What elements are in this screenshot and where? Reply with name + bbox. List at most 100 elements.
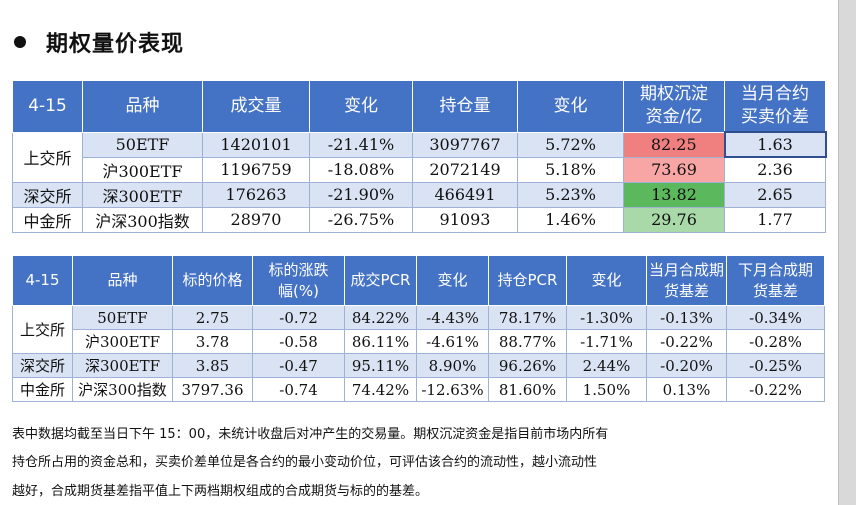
spread-cell: 2.36 <box>724 156 826 183</box>
header-open-interest: 持仓量 <box>412 80 518 133</box>
table-header-row: 4-15 品种 成交量 变化 持仓量 变化 期权沉淀 资金/亿 当月合约 买卖价… <box>12 80 826 133</box>
exchange-cell: 上交所 <box>12 131 83 183</box>
capital-cell: 29.76 <box>623 206 725 233</box>
header-volume-pcr-change: 变化 <box>416 255 489 306</box>
header-volume-pcr: 成交PCR <box>344 255 417 306</box>
table-row: 中金所 沪深300指数 28970 -26.75% 91093 1.46% 29… <box>12 206 826 233</box>
oi-pcr-change-cell: 1.50% <box>566 377 647 402</box>
header-spread: 当月合约 买卖价差 <box>724 80 826 133</box>
header-date: 4-15 <box>12 255 73 306</box>
spread-cell: 2.65 <box>724 181 826 208</box>
capital-cell: 73.69 <box>623 156 725 183</box>
basis-next-cell: -0.28% <box>726 329 825 354</box>
oi-pcr-cell: 81.60% <box>488 377 567 402</box>
exchange-cell: 中金所 <box>12 206 83 233</box>
volume-pcr-change-cell: -4.61% <box>416 329 489 354</box>
volume-pcr-cell: 74.42% <box>344 377 417 402</box>
price-cell: 3.85 <box>172 353 253 378</box>
oi-pcr-change-cell: -1.71% <box>566 329 647 354</box>
header-basis-current: 当月合成期 货基差 <box>646 255 727 306</box>
price-cell: 3797.36 <box>172 377 253 402</box>
header-volume: 成交量 <box>202 80 310 133</box>
price-cell: 3.78 <box>172 329 253 354</box>
options-volume-table: 4-15 品种 成交量 变化 持仓量 变化 期权沉淀 资金/亿 当月合约 买卖价… <box>12 80 827 233</box>
header-oi-pcr-change: 变化 <box>566 255 647 306</box>
oi-cell: 466491 <box>412 181 518 208</box>
oi-cell: 91093 <box>412 206 518 233</box>
oi-pcr-change-cell: -1.30% <box>566 305 647 330</box>
volume-change-cell: -21.41% <box>309 131 413 158</box>
volume-cell: 28970 <box>202 206 310 233</box>
product-cell: 深300ETF <box>72 353 173 378</box>
table-row: 深交所 深300ETF 3.85 -0.47 95.11% 8.90% 96.2… <box>12 353 825 378</box>
oi-change-cell: 5.72% <box>517 131 624 158</box>
header-volume-change: 变化 <box>309 80 413 133</box>
volume-change-cell: -21.90% <box>309 181 413 208</box>
table-row: 沪300ETF 3.78 -0.58 86.11% -4.61% 88.77% … <box>13 329 825 354</box>
pct-cell: -0.72 <box>252 305 345 330</box>
basis-next-cell: -0.34% <box>726 305 825 330</box>
basis-current-cell: -0.20% <box>646 353 727 378</box>
pct-cell: -0.58 <box>252 329 345 354</box>
oi-pcr-cell: 96.26% <box>488 353 567 378</box>
header-product: 品种 <box>82 80 203 133</box>
oi-pcr-change-cell: 2.44% <box>566 353 647 378</box>
header-basis-next: 下月合成期 货基差 <box>726 255 825 306</box>
basis-next-cell: -0.22% <box>726 377 825 402</box>
product-cell: 沪300ETF <box>72 329 173 354</box>
capital-cell: 82.25 <box>623 131 725 158</box>
footnote-line: 持仓所占用的资金总和，买卖价差单位是各合约的最小变动价位，可评估该合约的流动性，… <box>12 455 598 470</box>
header-underlying-change: 标的涨跌 幅(%) <box>252 255 345 306</box>
oi-pcr-cell: 88.77% <box>488 329 567 354</box>
page-edge-scrollbar[interactable] <box>838 0 856 505</box>
volume-pcr-change-cell: -4.43% <box>416 305 489 330</box>
section-heading: 期权量价表现 <box>14 27 184 57</box>
header-date: 4-15 <box>12 80 83 133</box>
spread-cell: 1.77 <box>724 206 826 233</box>
exchange-cell: 上交所 <box>12 305 73 354</box>
exchange-cell: 深交所 <box>12 353 73 378</box>
bullet-icon <box>14 36 26 48</box>
oi-change-cell: 5.18% <box>517 156 624 183</box>
volume-pcr-cell: 84.22% <box>344 305 417 330</box>
table-row: 上交所 50ETF 1420101 -21.41% 3097767 5.72% … <box>12 131 827 183</box>
basis-current-cell: -0.22% <box>646 329 727 354</box>
capital-cell: 13.82 <box>623 181 725 208</box>
table-row: 深交所 深300ETF 176263 -21.90% 466491 5.23% … <box>12 181 826 208</box>
table-row: 上交所 50ETF 2.75 -0.72 84.22% -4.43% 78.17… <box>12 305 825 354</box>
volume-pcr-cell: 86.11% <box>344 329 417 354</box>
basis-current-cell: 0.13% <box>646 377 727 402</box>
volume-pcr-change-cell: -12.63% <box>416 377 489 402</box>
section-heading-text: 期权量价表现 <box>46 32 185 57</box>
oi-pcr-cell: 78.17% <box>488 305 567 330</box>
options-pcr-table: 4-15 品种 标的价格 标的涨跌 幅(%) 成交PCR 变化 持仓PCR 变化… <box>12 255 825 402</box>
product-cell: 沪深300指数 <box>82 206 203 233</box>
header-underlying-price: 标的价格 <box>172 255 253 306</box>
header-product: 品种 <box>72 255 173 306</box>
oi-cell: 3097767 <box>412 131 518 158</box>
header-oi-change: 变化 <box>517 80 624 133</box>
product-cell: 沪深300指数 <box>72 377 173 402</box>
product-cell: 深300ETF <box>82 181 203 208</box>
volume-change-cell: -26.75% <box>309 206 413 233</box>
volume-cell: 1196759 <box>202 156 310 183</box>
exchange-cell: 深交所 <box>12 181 83 208</box>
basis-next-cell: -0.25% <box>726 353 825 378</box>
table-header-row: 4-15 品种 标的价格 标的涨跌 幅(%) 成交PCR 变化 持仓PCR 变化… <box>12 255 825 306</box>
product-cell: 50ETF <box>82 131 203 158</box>
footnote-line: 表中数据均截至当日下午 15：00，未统计收盘后对冲产生的交易量。期权沉淀资金是… <box>12 427 609 442</box>
oi-cell: 2072149 <box>412 156 518 183</box>
footnote-line: 越好，合成期货基差指平值上下两档期权组成的合成期货与标的的基差。 <box>12 484 429 499</box>
volume-cell: 1420101 <box>202 131 310 158</box>
product-cell: 50ETF <box>72 305 173 330</box>
oi-change-cell: 5.23% <box>517 181 624 208</box>
spread-cell[interactable]: 1.63 <box>723 131 827 158</box>
pct-cell: -0.47 <box>252 353 345 378</box>
volume-cell: 176263 <box>202 181 310 208</box>
price-cell: 2.75 <box>172 305 253 330</box>
pct-cell: -0.74 <box>252 377 345 402</box>
volume-pcr-change-cell: 8.90% <box>416 353 489 378</box>
exchange-cell: 中金所 <box>12 377 73 402</box>
basis-current-cell: -0.13% <box>646 305 727 330</box>
volume-change-cell: -18.08% <box>309 156 413 183</box>
